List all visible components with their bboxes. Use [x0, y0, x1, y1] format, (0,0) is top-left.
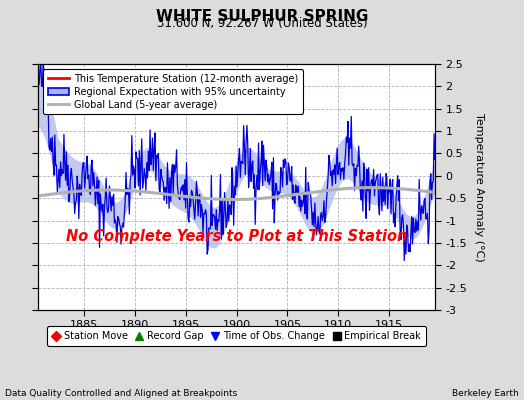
Y-axis label: Temperature Anomaly (°C): Temperature Anomaly (°C)	[474, 113, 484, 261]
Text: 31.600 N, 92.267 W (United States): 31.600 N, 92.267 W (United States)	[157, 17, 367, 30]
Text: Berkeley Earth: Berkeley Earth	[452, 389, 519, 398]
Legend: This Temperature Station (12-month average), Regional Expectation with 95% uncer: This Temperature Station (12-month avera…	[43, 69, 303, 114]
Text: WHITE SULPHUR SPRING: WHITE SULPHUR SPRING	[156, 9, 368, 24]
Text: Data Quality Controlled and Aligned at Breakpoints: Data Quality Controlled and Aligned at B…	[5, 389, 237, 398]
Legend: Station Move, Record Gap, Time of Obs. Change, Empirical Break: Station Move, Record Gap, Time of Obs. C…	[47, 326, 426, 346]
Text: No Complete Years to Plot at This Station: No Complete Years to Plot at This Statio…	[66, 229, 407, 244]
